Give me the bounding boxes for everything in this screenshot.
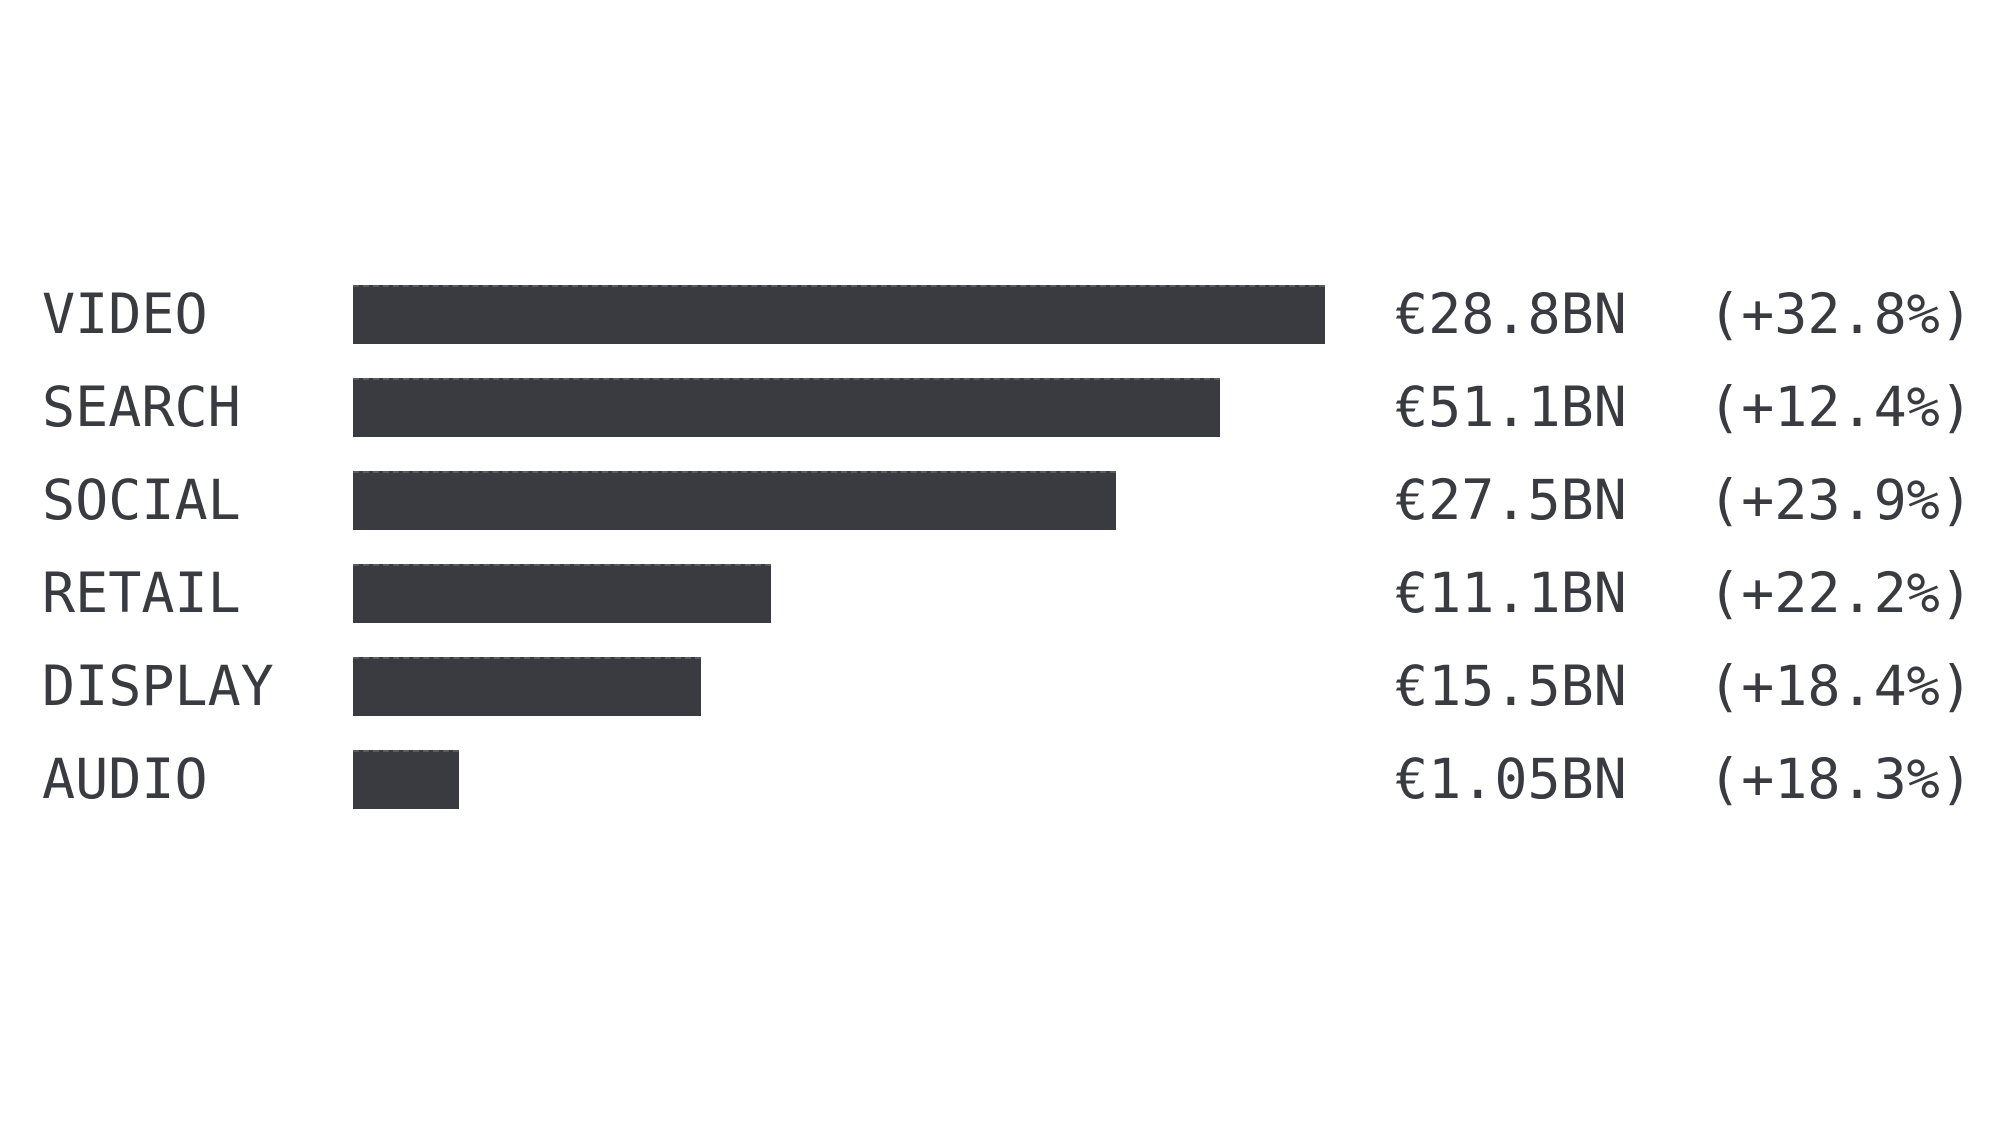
value-label-video: €28.8BN (1395, 282, 1627, 346)
change-label-audio: (+18.3%) (1708, 747, 1973, 811)
bar-display (353, 657, 701, 716)
category-label-search: SEARCH (42, 375, 241, 439)
value-label-retail: €11.1BN (1395, 561, 1627, 625)
bar-retail (353, 564, 771, 623)
category-label-display: DISPLAY (42, 654, 274, 718)
bar-audio (353, 750, 459, 809)
category-label-social: SOCIAL (42, 468, 241, 532)
value-label-display: €15.5BN (1395, 654, 1627, 718)
bar-video (353, 285, 1325, 344)
category-label-video: VIDEO (42, 282, 208, 346)
category-label-retail: RETAIL (42, 561, 241, 625)
category-label-audio: AUDIO (42, 747, 208, 811)
value-label-social: €27.5BN (1395, 468, 1627, 532)
value-label-search: €51.1BN (1395, 375, 1627, 439)
change-label-video: (+32.8%) (1708, 282, 1973, 346)
change-label-display: (+18.4%) (1708, 654, 1973, 718)
bar-social (353, 471, 1116, 530)
bar-search (353, 378, 1220, 437)
change-label-retail: (+22.2%) (1708, 561, 1973, 625)
value-label-audio: €1.05BN (1395, 747, 1627, 811)
change-label-search: (+12.4%) (1708, 375, 1973, 439)
change-label-social: (+23.9%) (1708, 468, 1973, 532)
